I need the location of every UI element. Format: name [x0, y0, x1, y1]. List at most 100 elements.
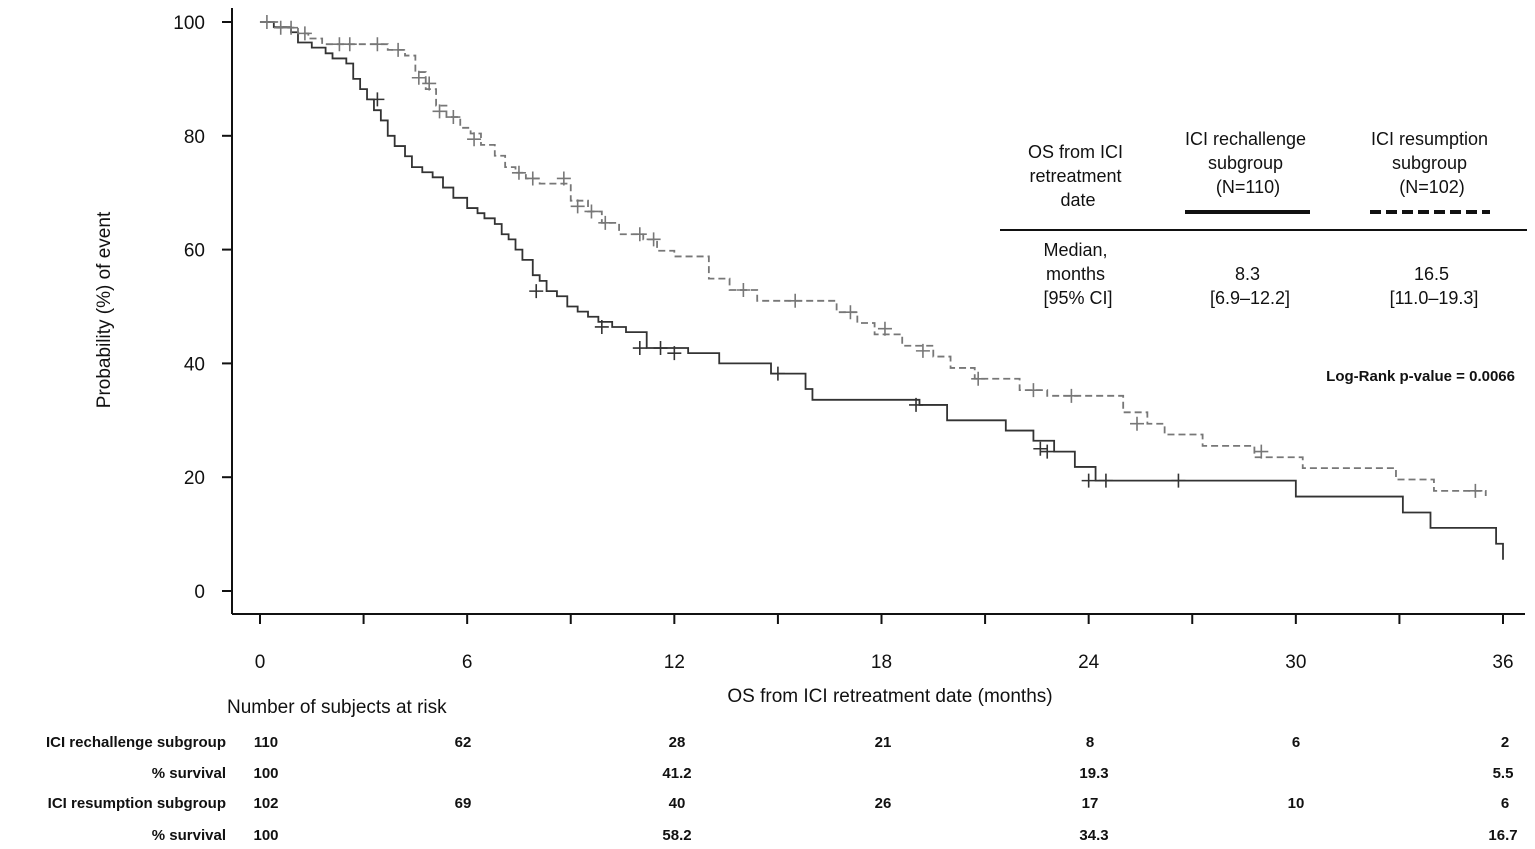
censor-mark	[511, 165, 526, 180]
y-tick-label: 80	[184, 127, 205, 148]
legend-row-label-line1: Median,	[1043, 240, 1107, 260]
legend-col2-median: 8.3	[1235, 264, 1260, 284]
risk-value: 5.5	[1493, 765, 1514, 782]
censor-mark	[259, 15, 274, 29]
y-tick-label: 60	[184, 241, 205, 262]
legend-header-col1-line2: retreatment	[1029, 166, 1121, 186]
censor-mark	[391, 42, 406, 57]
x-tick-label: 24	[1078, 652, 1100, 673]
risk-value: 34.3	[1079, 827, 1108, 844]
censor-mark	[1098, 473, 1113, 488]
legend-header-col1: OS from ICI retreatment date	[1028, 142, 1128, 210]
censor-mark	[909, 397, 924, 412]
legend-col3-median: 16.5	[1414, 264, 1449, 284]
pvalue-text: Log-Rank p-value = 0.0066	[1326, 368, 1515, 385]
legend-col3-ci: [11.0–19.3]	[1390, 288, 1479, 308]
censor-mark	[971, 371, 986, 386]
censor-mark	[525, 171, 540, 186]
risk-row-label: ICI rechallenge subgroup	[46, 734, 226, 751]
risk-value: 28	[669, 734, 686, 751]
legend-header-col2-line3: (N=110)	[1216, 177, 1280, 197]
legend-header-col2: ICI rechallenge subgroup (N=110)	[1185, 129, 1311, 197]
risk-row-label: ICI resumption subgroup	[48, 795, 226, 812]
censor-mark	[770, 366, 785, 381]
y-tick-label: 40	[184, 354, 205, 375]
censor-mark	[556, 171, 571, 186]
censor-mark	[284, 20, 299, 35]
censor-mark	[1033, 441, 1048, 456]
x-tick-label: 6	[462, 652, 473, 673]
censor-mark	[843, 305, 858, 320]
censor-mark	[446, 110, 461, 125]
y-ticks: 0 20 40 60 80 100	[173, 13, 232, 603]
censor-mark	[432, 104, 447, 119]
legend-header-col3-line1: ICI resumption	[1371, 129, 1488, 149]
risk-value: 40	[669, 795, 686, 812]
y-tick-label: 100	[173, 13, 205, 34]
censor-mark	[529, 284, 544, 299]
series-group	[259, 15, 1504, 560]
censor-mark	[297, 26, 312, 41]
x-tick-label: 36	[1492, 652, 1513, 673]
risk-value: 6	[1501, 795, 1509, 812]
x-tick-label: 0	[255, 652, 266, 673]
risk-value: 6	[1292, 734, 1300, 751]
censor-mark	[422, 76, 437, 91]
y-axis-label: Probability (%) of event	[94, 211, 115, 408]
censor-mark	[1081, 473, 1096, 488]
resumption-curve	[260, 21, 1487, 496]
legend-header-col3-line2: subgroup	[1392, 153, 1467, 173]
risk-value: 21	[875, 734, 892, 751]
risk-value: 62	[455, 734, 472, 751]
legend-header-col2-line1: ICI rechallenge	[1185, 129, 1306, 149]
risk-value: 26	[875, 795, 892, 812]
censor-mark	[370, 92, 385, 107]
risk-value: 102	[253, 795, 278, 812]
censor-mark	[370, 37, 385, 52]
censor-mark	[632, 341, 647, 356]
x-tick-label: 18	[871, 652, 892, 673]
censor-mark	[1064, 388, 1079, 403]
censor-mark	[570, 199, 585, 214]
x-tick-label: 30	[1285, 652, 1306, 673]
risk-value: 16.7	[1488, 827, 1517, 844]
risk-value: 41.2	[662, 765, 691, 782]
risk-value: 2	[1501, 734, 1509, 751]
censor-mark	[915, 343, 930, 358]
risk-row-label: % survival	[152, 827, 226, 844]
legend-col2-ci: [6.9–12.2]	[1210, 288, 1290, 308]
censor-mark	[1130, 416, 1145, 431]
risk-value: 17	[1082, 795, 1099, 812]
x-axis-label: OS from ICI retreatment date (months)	[727, 686, 1052, 707]
censor-mark	[342, 37, 357, 52]
risk-value: 8	[1086, 734, 1094, 751]
censor-mark	[1468, 483, 1483, 498]
y-tick-label: 20	[184, 468, 205, 489]
x-ticks: 0 6 12 18 24 30 36	[255, 614, 1514, 673]
risk-value: 58.2	[662, 827, 691, 844]
legend-row-label-line3: [95% CI]	[1043, 288, 1112, 308]
censor-mark	[411, 70, 426, 85]
censor-mark	[1254, 444, 1269, 459]
risk-value: 100	[253, 765, 278, 782]
legend-row-label-line2: months	[1046, 264, 1105, 284]
censor-mark	[653, 341, 668, 356]
risk-value: 100	[253, 827, 278, 844]
risk-value: 19.3	[1079, 765, 1108, 782]
risk-row-label: % survival	[152, 765, 226, 782]
censor-mark	[877, 321, 892, 336]
censor-mark	[1040, 444, 1055, 459]
x-tick-label: 12	[664, 652, 685, 673]
censor-mark	[736, 282, 751, 297]
y-tick-label: 0	[194, 582, 205, 603]
censor-mark	[667, 346, 682, 361]
rechallenge-curve	[260, 21, 1504, 560]
legend-header-col3: ICI resumption subgroup (N=102)	[1371, 129, 1493, 197]
legend-header-col1-line3: date	[1060, 190, 1095, 210]
risk-table: ICI rechallenge subgroup 110 62 28 21 8 6 2% su…	[46, 734, 1518, 844]
legend-row-label: Median, months [95% CI]	[1043, 240, 1112, 308]
legend-header-col3-line3: (N=102)	[1399, 177, 1465, 197]
risk-value: 10	[1288, 795, 1305, 812]
risk-table-title: Number of subjects at risk	[227, 697, 447, 718]
